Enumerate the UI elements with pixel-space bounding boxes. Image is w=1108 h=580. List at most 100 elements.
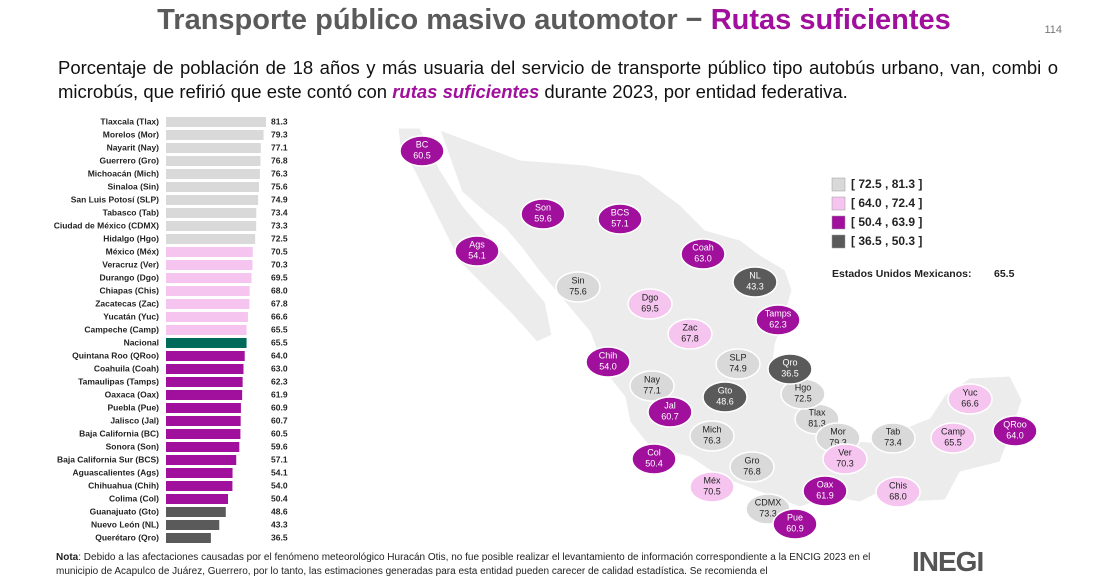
state-value: 54.0 [599,361,617,371]
value-label: 70.3 [271,259,288,269]
state-value: 74.9 [729,363,747,373]
value-label: 60.7 [271,415,288,425]
bar [166,143,261,153]
value-label: 54.1 [271,467,288,477]
state-region [870,422,916,454]
state-region [629,370,675,402]
map-outline [397,127,553,343]
bar-label: Baja California Sur (BCS) [57,454,159,464]
value-label: 65.5 [271,337,288,347]
subtitle-emphasis: rutas suficientes [392,81,540,102]
value-label: 62.3 [271,376,288,386]
state-abbr: Jal [664,400,676,410]
bar [166,364,244,374]
state-value: 50.4 [645,458,663,468]
state-region [772,508,818,540]
bar [166,494,228,504]
state-value: 60.9 [786,523,804,533]
state-region [729,451,775,483]
state-abbr: Yuc [962,387,978,397]
state-abbr: Son [535,202,551,212]
state-value: 76.3 [703,435,721,445]
state-value: 75.6 [569,286,587,296]
state-abbr: Chih [599,350,618,360]
state-value: 54.1 [468,250,486,260]
subtitle: Porcentaje de población de 18 años y más… [58,56,1058,104]
national-label: Estados Unidos Mexicanos: [832,268,971,280]
state-value: 65.5 [944,437,962,447]
value-label: 69.5 [271,272,288,282]
bar [166,234,256,244]
bar-label: Morelos (Mor) [103,129,159,139]
legend-swatch [831,215,846,230]
state-region [520,198,566,230]
state-abbr: Col [647,447,661,457]
value-label: 43.3 [271,519,288,529]
value-label: 64.0 [271,350,288,360]
bar-label: Baja California (BC) [79,428,159,438]
state-abbr: Chis [889,480,908,490]
bar [166,286,250,296]
state-region [755,304,801,336]
bar-label: Chihuahua (Chih) [88,480,159,490]
bar [166,533,211,543]
state-value: 72.5 [794,393,812,403]
value-label: 74.9 [271,194,288,204]
title-main: Transporte público masivo automotor − [157,4,703,36]
legend-label: [ 36.5 , 50.3 ] [851,234,922,248]
subtitle-text: durante 2023, por entidad federativa. [544,81,848,102]
bar [166,247,253,257]
state-value: 73.4 [884,437,902,447]
state-abbr: BCS [611,207,630,217]
bar [166,507,226,517]
bar [166,429,241,439]
state-region [992,415,1038,447]
state-value: 62.3 [769,319,787,329]
state-abbr: Oax [817,479,834,489]
state-abbr: Tlax [808,407,826,417]
state-abbr: Pue [787,512,803,522]
value-label: 66.6 [271,311,288,321]
legend-swatch [831,177,846,192]
state-region [680,238,726,270]
bar-label: Jalisco (Jal) [110,415,159,425]
state-abbr: BC [416,139,429,149]
state-value: 66.6 [961,398,979,408]
state-value: 61.9 [816,490,834,500]
state-abbr: Zac [682,322,698,332]
bar-label: Coahuila (Coah) [94,363,159,373]
state-region [715,348,761,380]
value-label: 50.4 [271,493,288,503]
value-label: 76.8 [271,155,288,165]
value-label: 68.0 [271,285,288,295]
bar [166,182,259,192]
value-label: 72.5 [271,233,288,243]
bar-label: Sonora (Son) [106,441,160,451]
value-label: 61.9 [271,389,288,399]
state-abbr: Sin [571,275,584,285]
title: Transporte público masivo automotor − Ru… [0,4,1108,37]
bar [166,338,247,348]
bar [166,377,243,387]
value-label: 48.6 [271,506,288,516]
state-value: 69.5 [641,303,659,313]
bar [166,403,241,413]
bar [166,169,260,179]
bar [166,117,266,127]
state-region [930,422,976,454]
bar [166,130,264,140]
bar-label: Chiapas (Chis) [99,285,159,295]
state-region [585,346,631,378]
bar-label: Puebla (Pue) [108,402,160,412]
note: Nota: Debido a las afectaciones causadas… [56,551,896,580]
bar [166,156,261,166]
state-abbr: Nay [644,374,661,384]
bar [166,520,220,530]
state-region [947,383,993,415]
bar-label: Yucatán (Yuc) [103,311,159,321]
state-value: 79.3 [829,437,847,447]
value-label: 63.0 [271,363,288,373]
state-value: 76.8 [743,466,761,476]
bar [166,273,252,283]
